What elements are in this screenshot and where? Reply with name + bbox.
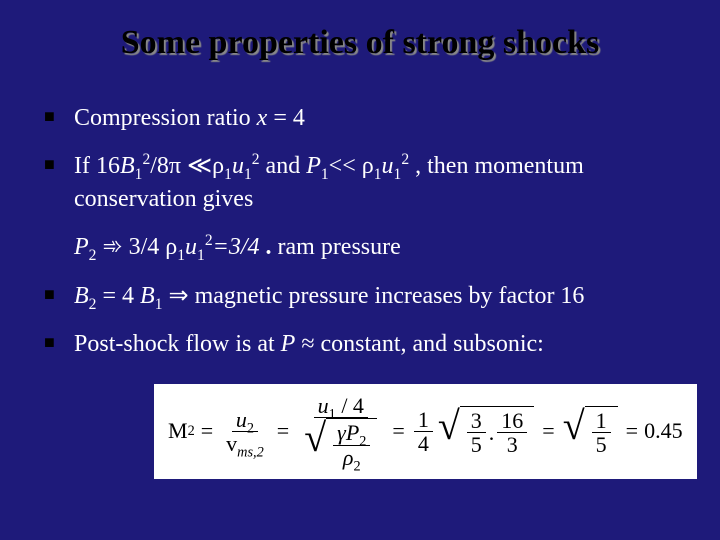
radicand: γP2 ρ2 [326, 418, 377, 468]
var-P: P [306, 153, 321, 179]
sup: 2 [252, 151, 260, 168]
var-u: u [236, 407, 247, 432]
sqrt: √ 1 5 [563, 406, 618, 456]
text: ram pressure [272, 234, 401, 260]
text: /8π ≪ [150, 153, 212, 179]
text: << [329, 153, 362, 179]
frac-gammaP-rho: γP2 ρ2 [333, 421, 370, 468]
denominator: ρ2 [339, 446, 365, 469]
text: If 16 [74, 153, 120, 179]
sup: 2 [401, 151, 409, 168]
text: and [260, 153, 307, 179]
text: Post-shock flow is at [74, 331, 281, 357]
sub: 1 [394, 166, 402, 183]
text: =3/4 [213, 234, 266, 260]
var-rho: ρ [362, 153, 374, 179]
var-P: P [74, 234, 89, 260]
sub: 1 [197, 247, 205, 264]
bullet-postshock-flow: Post-shock flow is at P ≈ constant, and … [44, 328, 676, 360]
equals: = [626, 418, 638, 444]
mach-number-equation: M2 = u2 vms,2 = u1 / 4 √ γP2 ρ2 [154, 384, 697, 478]
var-M: M [168, 418, 188, 444]
denominator: 3 [503, 433, 522, 456]
var-u: u [382, 153, 394, 179]
bullet-compression-ratio: Compression ratio x = 4 [44, 102, 676, 134]
radical-icon: √ [304, 420, 326, 470]
equation-body: M2 = u2 vms,2 = u1 / 4 √ γP2 ρ2 [168, 394, 683, 468]
text: / 4 [336, 393, 364, 418]
sub: 1 [374, 166, 382, 183]
bullet-momentum-condition: If 16B12/8π ≪ρ1u12 and P1<< ρ1u12 , then… [44, 150, 676, 215]
var-rho: ρ [343, 445, 354, 470]
numerator: γP2 [333, 421, 370, 445]
sup: 2 [205, 232, 213, 249]
sqrt: √ 3 5 . 16 3 [438, 406, 534, 456]
var-x: x [257, 105, 268, 131]
frac-16-3: 16 3 [497, 409, 527, 456]
equals: = [201, 418, 213, 444]
sub: 1 [224, 166, 232, 183]
equals: = [277, 418, 289, 444]
bullet-list: Compression ratio x = 4 If 16B12/8π ≪ρ1u… [44, 102, 676, 215]
denominator: vms,2 [222, 432, 268, 455]
denominator: 5 [467, 433, 486, 456]
frac-3-5: 3 5 [467, 409, 486, 456]
arrow: ➾ 3/4 [96, 234, 165, 260]
denominator: 5 [592, 433, 611, 456]
var-v: v [226, 431, 237, 456]
numerator: 1 [414, 408, 433, 432]
text: = 4 [267, 105, 305, 131]
text: Compression ratio [74, 105, 257, 131]
frac-1-5: 1 5 [592, 409, 611, 456]
numerator: 1 [592, 409, 611, 433]
sub: 1 [244, 166, 252, 183]
frac-1-4: 1 4 [414, 408, 433, 455]
text: ⇒ magnetic pressure increases by factor … [162, 283, 584, 309]
var-B: B [74, 283, 89, 309]
bullet-magnetic-pressure: B2 = 4 B1 ⇒ magnetic pressure increases … [44, 280, 676, 312]
numerator: u2 [232, 408, 258, 432]
equals: = [542, 418, 554, 444]
numerator: 3 [467, 409, 486, 433]
var-P: P [281, 331, 296, 357]
var-gamma: γ [337, 420, 346, 445]
denominator: 4 [414, 432, 433, 455]
slide-title: Some properties of strong shocks [44, 24, 676, 62]
frac-u1-sqrt: u1 / 4 √ γP2 ρ2 [298, 394, 383, 468]
sub: 1 [135, 166, 143, 183]
radicand: 1 5 [585, 406, 618, 456]
sub: 2 [353, 458, 360, 474]
sqrt: √ γP2 ρ2 [304, 418, 377, 468]
frac-u2-vms: u2 vms,2 [222, 408, 268, 455]
var-rho: ρ [165, 234, 177, 260]
text: = 4 [96, 283, 140, 309]
bullet-list-2: B2 = 4 B1 ⇒ magnetic pressure increases … [44, 280, 676, 361]
p2-result-line: P2 ➾ 3/4 ρ1u12=3/4 . ram pressure [44, 231, 676, 263]
text: ≈ constant, and subsonic: [295, 331, 543, 357]
var-B: B [120, 153, 135, 179]
sub: 1 [321, 166, 329, 183]
radical-icon: √ [563, 408, 585, 458]
var-P: P [346, 420, 359, 445]
numerator: 16 [497, 409, 527, 433]
dot: . [489, 420, 495, 446]
text: conservation gives [74, 186, 253, 212]
denominator: √ γP2 ρ2 [298, 418, 383, 468]
radical-icon: √ [438, 408, 460, 458]
text: , then momentum [409, 153, 584, 179]
sub: ms,2 [237, 444, 264, 460]
var-u: u [185, 234, 197, 260]
sub: 1 [177, 247, 185, 264]
radicand: 3 5 . 16 3 [460, 406, 535, 456]
var-rho: ρ [212, 153, 224, 179]
result-value: 0.45 [644, 418, 683, 444]
var-B: B [140, 283, 155, 309]
var-u: u [232, 153, 244, 179]
equals: = [392, 418, 404, 444]
